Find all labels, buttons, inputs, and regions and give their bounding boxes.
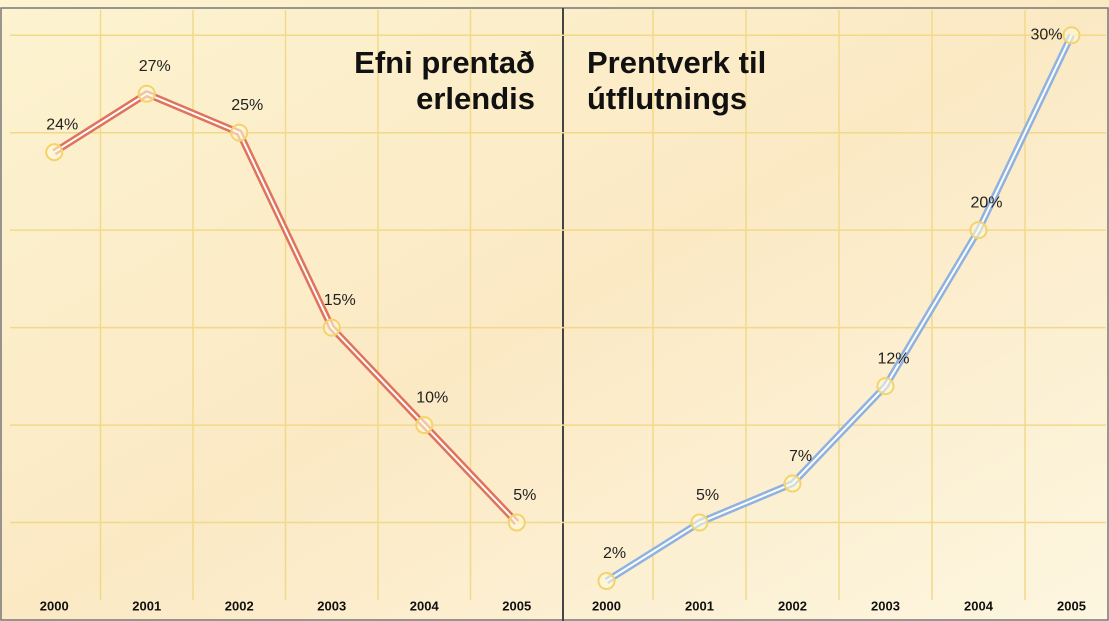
point — [416, 417, 432, 433]
point — [139, 86, 155, 102]
chart-title: Prentverk til — [587, 45, 766, 80]
point — [692, 515, 708, 531]
x-tick-label: 2004 — [410, 598, 440, 613]
x-tick-label: 2002 — [225, 598, 254, 613]
point — [878, 378, 894, 394]
value-label: 27% — [139, 58, 171, 75]
x-tick-label: 2001 — [685, 598, 714, 613]
x-tick-label: 2005 — [502, 598, 531, 613]
point — [971, 222, 987, 238]
point — [785, 476, 801, 492]
value-label: 2% — [603, 545, 626, 562]
x-tick-label: 2003 — [871, 598, 900, 613]
point — [231, 125, 247, 141]
value-label: 10% — [416, 389, 448, 406]
point — [46, 144, 62, 160]
value-label: 24% — [46, 116, 78, 133]
value-label: 5% — [696, 487, 719, 504]
x-tick-label: 2001 — [132, 598, 161, 613]
chart-title: Efni prentað — [354, 45, 535, 80]
x-tick-label: 2002 — [778, 598, 807, 613]
value-label: 15% — [324, 292, 356, 309]
background — [0, 0, 1109, 621]
x-tick-label: 2000 — [40, 598, 69, 613]
value-label: 7% — [789, 448, 812, 465]
chart-title: útflutnings — [587, 81, 747, 116]
value-label: 25% — [231, 97, 263, 114]
page: Efni prentaðerlendis 24% 2000 27% 2001 25% 200… — [0, 0, 1109, 621]
x-tick-label: 2000 — [592, 598, 621, 613]
x-tick-label: 2004 — [964, 598, 994, 613]
value-label: 20% — [970, 194, 1002, 211]
point — [324, 320, 340, 336]
x-tick-label: 2005 — [1057, 598, 1086, 613]
value-label: 5% — [513, 487, 536, 504]
chart: Efni prentaðerlendis 24% 2000 27% 2001 25% 200… — [0, 0, 1109, 621]
value-label: 30% — [1030, 26, 1062, 43]
value-label: 12% — [877, 350, 909, 367]
x-tick-label: 2003 — [317, 598, 346, 613]
point — [599, 573, 615, 589]
chart-title: erlendis — [416, 81, 535, 116]
point — [509, 515, 525, 531]
point — [1064, 27, 1080, 43]
